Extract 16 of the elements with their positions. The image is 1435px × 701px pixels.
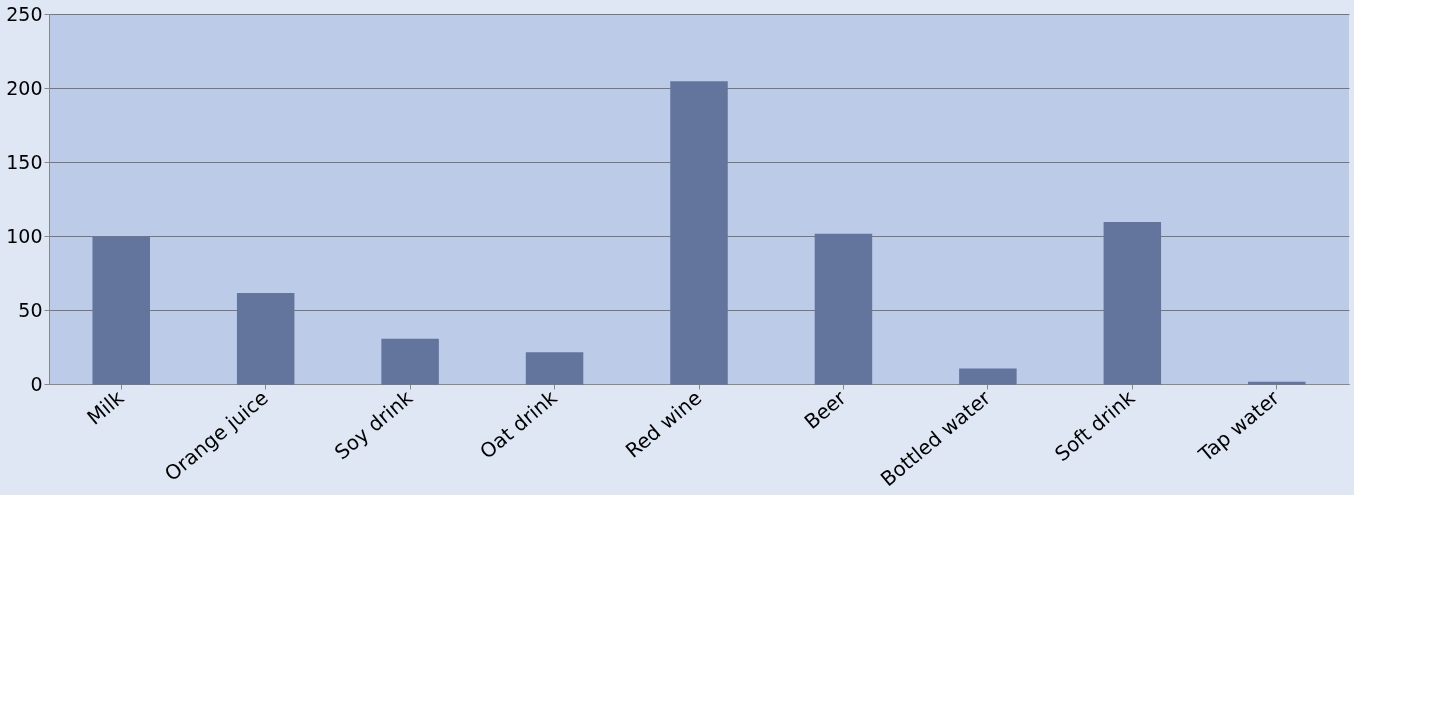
- bar: [525, 352, 584, 385]
- y-tick-label: 200: [6, 76, 43, 99]
- x-tick-label: Red wine: [620, 385, 707, 463]
- bar: [381, 338, 439, 385]
- y-tick-label: 100: [6, 224, 43, 247]
- y-tick-label: 50: [18, 298, 43, 321]
- bar: [236, 292, 295, 385]
- y-tick-label: 250: [6, 2, 43, 25]
- bar: [959, 368, 1017, 385]
- y-tick-label: 0: [30, 372, 43, 395]
- bar: [670, 81, 728, 385]
- bar: [1103, 221, 1162, 385]
- bar: [814, 233, 873, 385]
- y-tick-label: 150: [6, 150, 43, 173]
- x-tick-label: Milk: [82, 385, 129, 430]
- bar: [92, 236, 150, 385]
